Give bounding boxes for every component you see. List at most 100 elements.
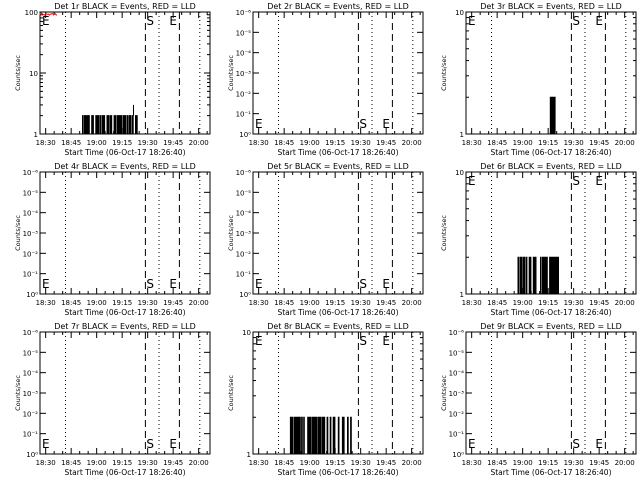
x-tick-label: 18:30	[249, 459, 269, 467]
marker-label-e: E	[595, 14, 603, 28]
x-tick-label: 18:45	[274, 299, 294, 307]
y-axis-label: Counts/sec	[227, 55, 235, 91]
y-tick-label: 10⁻⁵	[236, 189, 252, 197]
x-tick-label: 18:45	[61, 299, 81, 307]
y-tick-label: 10⁻¹	[236, 271, 252, 279]
y-tick-label: 10⁻⁵	[236, 29, 252, 37]
chart-title: Det 6r BLACK = Events, RED = LLD	[480, 162, 622, 171]
x-axis-label: Start Time (06-Oct-17 18:26:40)	[277, 308, 398, 317]
x-tick-label: 19:15	[112, 299, 132, 307]
x-tick-label: 20:00	[615, 459, 635, 467]
y-tick-label: 10⁻³	[23, 230, 39, 238]
y-tick-label: 10⁻³	[236, 70, 252, 78]
x-tick-label: 18:45	[487, 299, 507, 307]
panel-det-7r: Det 7r BLACK = Events, RED = LLD Start Ti…	[14, 322, 211, 477]
y-tick-label: 10⁰	[452, 451, 464, 459]
marker-label-e: E	[169, 277, 177, 291]
x-tick-label: 19:30	[138, 459, 158, 467]
x-tick-label: 19:15	[325, 299, 345, 307]
x-tick-label: 19:00	[87, 299, 107, 307]
events-series-line	[517, 256, 559, 294]
x-tick-label: 18:30	[462, 299, 482, 307]
x-tick-label: 19:15	[538, 459, 558, 467]
y-tick-label: 10⁰	[239, 131, 251, 139]
chart-title: Det 9r BLACK = Events, RED = LLD	[480, 322, 622, 331]
x-tick-label: 19:45	[376, 299, 396, 307]
marker-label-e-left: E	[468, 14, 476, 28]
x-tick-label: 19:30	[564, 459, 584, 467]
x-tick-label: 19:30	[138, 139, 158, 147]
panel-det-2r: Det 2r BLACK = Events, RED = LLD Start Ti…	[227, 2, 424, 157]
x-tick-label: 19:45	[376, 139, 396, 147]
y-tick-label: 10⁰	[239, 291, 251, 299]
marker-label-s: S	[359, 334, 367, 348]
y-tick-label: 1	[460, 131, 464, 139]
x-tick-label: 19:15	[325, 459, 345, 467]
y-tick-label: 10⁻²	[23, 250, 39, 258]
y-tick-label: 10⁻⁶	[23, 329, 39, 337]
x-tick-label: 19:45	[589, 299, 609, 307]
x-tick-label: 19:15	[538, 139, 558, 147]
marker-label-e-left: E	[468, 437, 476, 451]
x-tick-label: 18:30	[36, 459, 56, 467]
x-tick-label: 19:45	[163, 299, 183, 307]
marker-label-e: E	[595, 437, 603, 451]
y-tick-label: 10⁻⁶	[23, 169, 39, 177]
panel-det-6r: Det 6r BLACK = Events, RED = LLD Start Ti…	[440, 162, 637, 317]
x-tick-label: 19:45	[163, 139, 183, 147]
x-tick-label: 19:45	[589, 459, 609, 467]
x-tick-label: 19:00	[300, 299, 320, 307]
marker-label-e-left: E	[42, 14, 50, 28]
y-axis-label: Counts/sec	[14, 375, 22, 411]
marker-label-s: S	[572, 174, 580, 188]
marker-label-e: E	[169, 14, 177, 28]
y-tick-label: 10⁻¹	[23, 271, 39, 279]
y-axis-label: Counts/sec	[14, 55, 22, 91]
marker-label-s: S	[146, 277, 154, 291]
marker-label-s: S	[146, 14, 154, 28]
panel-det-5r: Det 5r BLACK = Events, RED = LLD Start Ti…	[227, 162, 424, 317]
y-tick-label: 10⁻²	[23, 410, 39, 418]
marker-label-s: S	[146, 437, 154, 451]
x-tick-label: 20:00	[189, 139, 209, 147]
y-tick-label: 1	[247, 451, 251, 459]
events-series-line	[82, 104, 138, 134]
x-tick-label: 20:00	[402, 459, 422, 467]
chart-title: Det 2r BLACK = Events, RED = LLD	[267, 2, 409, 11]
panel-det-1r: Det 1r BLACK = Events, RED = LLD Start Ti…	[14, 2, 211, 157]
x-tick-label: 19:15	[112, 139, 132, 147]
lld-series-line	[39, 12, 58, 17]
y-tick-label: 1	[460, 291, 464, 299]
y-tick-label: 10⁻⁶	[236, 169, 252, 177]
y-tick-label: 10⁻³	[23, 390, 39, 398]
chart-title: Det 7r BLACK = Events, RED = LLD	[54, 322, 196, 331]
marker-label-e-left: E	[255, 277, 263, 291]
x-tick-label: 19:30	[351, 139, 371, 147]
chart-title: Det 3r BLACK = Events, RED = LLD	[480, 2, 622, 11]
y-tick-label: 10⁻⁶	[236, 9, 252, 17]
marker-label-e-left: E	[255, 334, 263, 348]
x-tick-label: 19:30	[564, 139, 584, 147]
y-tick-label: 10⁻¹	[449, 431, 465, 439]
x-tick-label: 19:30	[351, 299, 371, 307]
y-tick-label: 10⁻⁵	[23, 189, 39, 197]
y-tick-label: 10⁻⁴	[236, 50, 252, 58]
x-tick-label: 20:00	[402, 139, 422, 147]
marker-label-e-left: E	[255, 117, 263, 131]
x-tick-label: 18:30	[36, 299, 56, 307]
y-tick-label: 10⁰	[26, 291, 38, 299]
marker-label-e-left: E	[42, 277, 50, 291]
x-axis-label: Start Time (06-Oct-17 18:26:40)	[490, 468, 611, 477]
x-axis-label: Start Time (06-Oct-17 18:26:40)	[64, 468, 185, 477]
x-tick-label: 18:45	[274, 459, 294, 467]
y-tick-label: 10⁻⁵	[23, 349, 39, 357]
marker-label-e: E	[382, 117, 390, 131]
x-tick-label: 19:30	[138, 299, 158, 307]
y-axis-label: Counts/sec	[440, 375, 448, 411]
x-tick-label: 18:45	[274, 139, 294, 147]
x-axis-label: Start Time (06-Oct-17 18:26:40)	[277, 148, 398, 157]
chart-title: Det 5r BLACK = Events, RED = LLD	[267, 162, 409, 171]
y-axis-label: Counts/sec	[440, 55, 448, 91]
x-tick-label: 19:30	[564, 299, 584, 307]
